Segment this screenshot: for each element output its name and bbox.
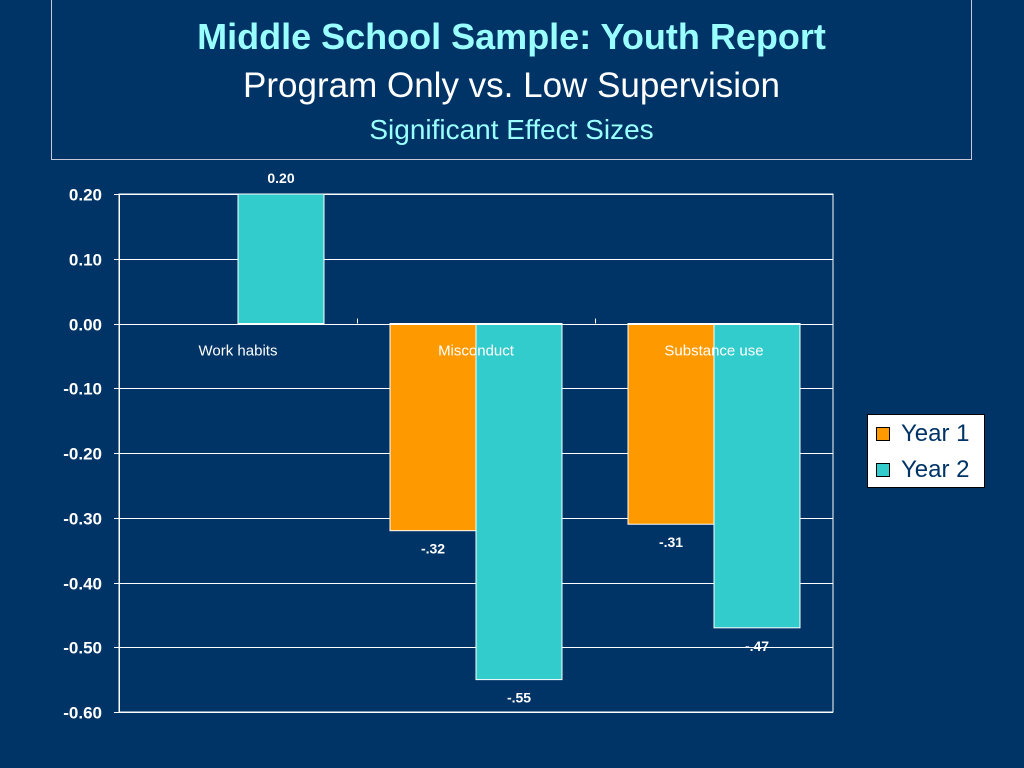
legend-swatch-year-2 <box>876 463 890 477</box>
y-tick-label: -0.60 <box>63 704 102 723</box>
chart-subtitle: Program Only vs. Low Supervision <box>243 66 780 105</box>
bar-year-1-1 <box>389 323 477 532</box>
y-tick-label: -0.40 <box>63 575 102 594</box>
category-label: Substance use <box>664 343 763 360</box>
data-label: 0.20 <box>267 170 294 186</box>
category-label: Work habits <box>199 343 278 360</box>
category-label: Misconduct <box>438 343 515 360</box>
y-tick-label: 0.20 <box>69 186 102 205</box>
y-tick-label: -0.10 <box>63 380 102 399</box>
y-tick-label: -0.20 <box>63 445 102 464</box>
data-label: -.55 <box>507 690 531 706</box>
legend-swatch-year-1 <box>876 427 890 441</box>
y-tick-label: 0.00 <box>69 316 102 335</box>
axes <box>114 194 833 713</box>
bar-year-1-2 <box>627 323 715 525</box>
bars <box>237 193 801 681</box>
bar-year-2-1 <box>475 323 563 681</box>
title-box: Middle School Sample: Youth Report Progr… <box>51 0 972 160</box>
data-label: -.47 <box>745 638 769 654</box>
legend-label-year-2: Year 2 <box>901 456 970 483</box>
bar-year-2-2 <box>713 323 801 629</box>
labels: 0.20 0.10 0.00 -0.10 -0.20 -0.30 -0.40 -0.50 -0.… <box>63 170 769 723</box>
y-tick-label: -0.30 <box>63 510 102 529</box>
legend-item-year-2: Year 2 <box>876 455 986 485</box>
legend: Year 1 Year 2 <box>867 414 985 488</box>
chart-title: Middle School Sample: Youth Report <box>197 16 826 57</box>
legend-label-year-1: Year 1 <box>901 420 970 447</box>
bar-year-2-0 <box>237 193 325 324</box>
y-tick-label: -0.50 <box>63 639 102 658</box>
chart-caption: Significant Effect Sizes <box>369 114 654 145</box>
data-label: -.31 <box>659 534 683 550</box>
y-tick-label: 0.10 <box>69 251 102 270</box>
data-label: -.32 <box>421 541 445 557</box>
legend-item-year-1: Year 1 <box>876 419 986 449</box>
